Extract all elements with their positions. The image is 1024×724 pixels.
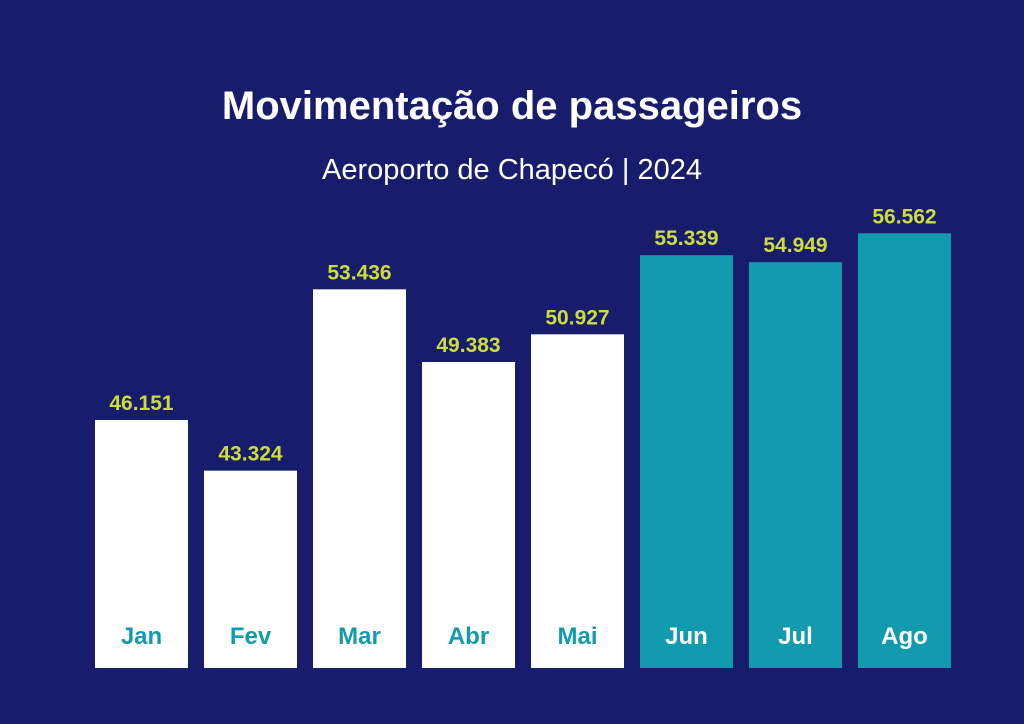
value-label-ago: 56.562 (872, 205, 936, 228)
value-label-jan: 46.151 (109, 392, 174, 415)
bar-jun (640, 255, 733, 668)
chart-subtitle: Aeroporto de Chapecó | 2024 (322, 154, 702, 186)
bar-jul (749, 262, 842, 668)
bar-mai (531, 334, 624, 668)
category-label-jul: Jul (778, 623, 813, 650)
category-label-mar: Mar (338, 623, 381, 650)
value-label-fev: 43.324 (218, 443, 283, 466)
value-label-jun: 55.339 (654, 227, 718, 250)
value-label-abr: 49.383 (436, 334, 500, 357)
bar-jan (95, 419, 188, 668)
category-label-ago: Ago (881, 623, 928, 650)
bar-ago (858, 233, 951, 668)
value-label-mai: 50.927 (545, 306, 609, 329)
value-label-mar: 53.436 (327, 261, 391, 284)
category-label-mai: Mai (557, 623, 597, 650)
bar-fev (204, 470, 297, 668)
category-label-jan: Jan (121, 623, 162, 650)
category-label-abr: Abr (448, 623, 489, 650)
bar-abr (422, 362, 515, 668)
chart-title: Movimentação de passageiros (221, 84, 803, 128)
value-label-jul: 54.949 (763, 234, 827, 257)
bar-mar (313, 289, 406, 668)
category-label-fev: Fev (230, 623, 272, 650)
category-label-jun: Jun (665, 623, 708, 650)
